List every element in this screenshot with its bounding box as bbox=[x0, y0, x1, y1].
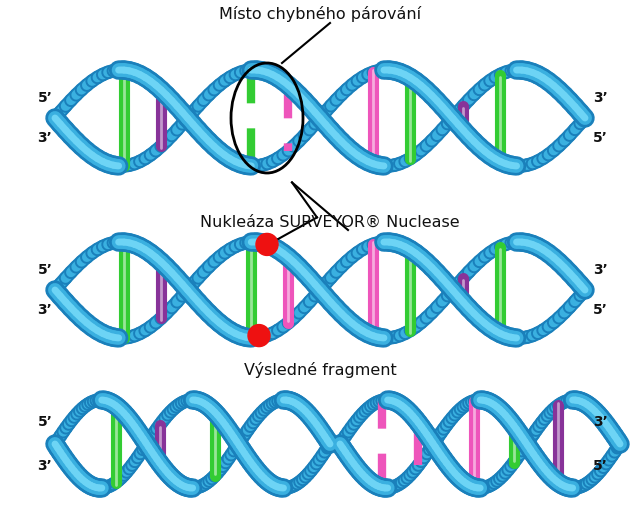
Text: Nukleáza SURVEYOR® Nuclease: Nukleáza SURVEYOR® Nuclease bbox=[200, 214, 460, 229]
Text: 3’: 3’ bbox=[593, 415, 608, 429]
Text: 5’: 5’ bbox=[592, 131, 608, 145]
Text: 3’: 3’ bbox=[38, 131, 53, 145]
Circle shape bbox=[256, 233, 278, 255]
Text: 5’: 5’ bbox=[592, 459, 608, 473]
Text: 5’: 5’ bbox=[38, 415, 53, 429]
Text: 5’: 5’ bbox=[38, 263, 53, 277]
Text: Výsledné fragment: Výsledné fragment bbox=[244, 362, 396, 378]
Text: 3’: 3’ bbox=[593, 263, 608, 277]
Text: 3’: 3’ bbox=[38, 459, 53, 473]
Text: 3’: 3’ bbox=[593, 91, 608, 105]
Text: 5’: 5’ bbox=[592, 303, 608, 317]
Text: Místo chybného párování: Místo chybného párování bbox=[219, 6, 421, 22]
Circle shape bbox=[248, 324, 270, 346]
Text: 3’: 3’ bbox=[38, 303, 53, 317]
Text: 5’: 5’ bbox=[38, 91, 53, 105]
